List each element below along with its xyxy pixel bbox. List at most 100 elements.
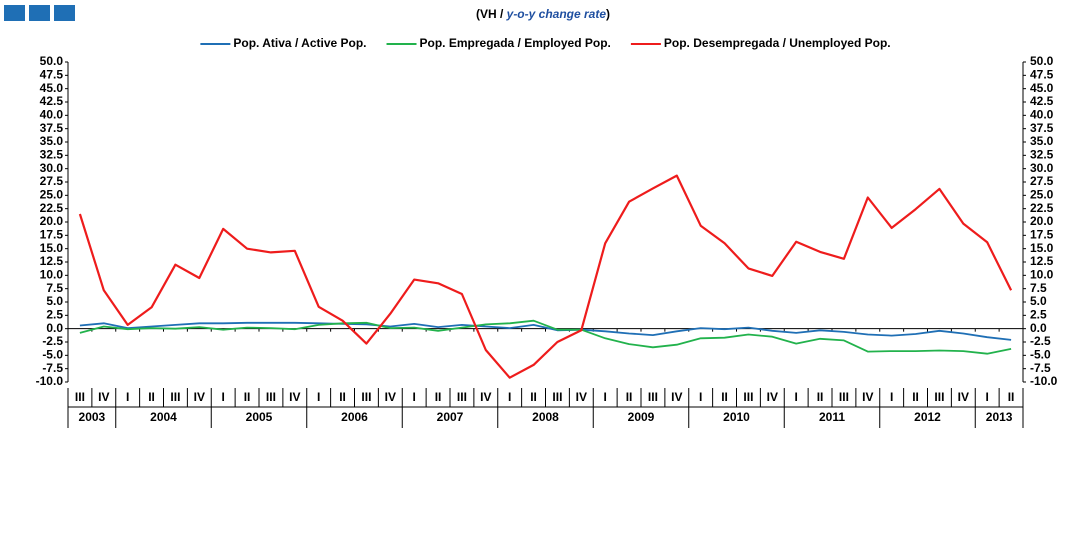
x-tick-label: II: [244, 390, 251, 404]
x-tick-label: III: [934, 390, 944, 404]
y-tick-label: 7.5: [46, 281, 63, 295]
x-tick-label: I: [795, 390, 798, 404]
x-year-label: 2006: [341, 410, 368, 424]
y-tick-label: 37.5: [40, 121, 64, 135]
x-tick-label: III: [743, 390, 753, 404]
x-tick-label: II: [817, 390, 824, 404]
y-tick-label: 12.5: [40, 254, 64, 268]
y-tick-label: 0.0: [46, 321, 63, 335]
y2-tick-label: 15.0: [1030, 241, 1054, 255]
x-year-label: 2009: [628, 410, 655, 424]
series-line: [78, 174, 1013, 379]
x-tick-label: II: [1008, 390, 1015, 404]
y2-tick-label: 22.5: [1030, 201, 1054, 215]
x-tick-label: I: [699, 390, 702, 404]
y-tick-label: 5.0: [46, 294, 63, 308]
y-tick-label: 17.5: [40, 228, 64, 242]
y2-tick-label: 17.5: [1030, 228, 1054, 242]
legend-label: Pop. Empregada / Employed Pop.: [420, 36, 611, 50]
y2-tick-label: 47.5: [1030, 68, 1054, 82]
x-year-label: 2010: [723, 410, 750, 424]
x-tick-label: IV: [671, 390, 682, 404]
y2-tick-label: -5.0: [1030, 348, 1051, 362]
y2-tick-label: 10.0: [1030, 268, 1054, 282]
y2-tick-label: 30.0: [1030, 161, 1054, 175]
x-tick-label: IV: [98, 390, 109, 404]
x-tick-label: III: [75, 390, 85, 404]
y2-tick-label: -7.5: [1030, 361, 1051, 375]
x-year-label: 2007: [437, 410, 464, 424]
x-year-label: 2008: [532, 410, 559, 424]
x-year-label: 2011: [819, 410, 845, 424]
x-tick-label: IV: [289, 390, 300, 404]
x-year-label: 2005: [246, 410, 273, 424]
y2-tick-label: 40.0: [1030, 108, 1054, 122]
x-year-label: 2004: [150, 410, 177, 424]
x-tick-label: III: [839, 390, 849, 404]
x-tick-label: IV: [480, 390, 491, 404]
x-tick-label: I: [222, 390, 225, 404]
x-tick-label: I: [508, 390, 511, 404]
x-tick-label: IV: [194, 390, 205, 404]
x-tick-label: III: [170, 390, 180, 404]
y2-tick-label: 42.5: [1030, 94, 1054, 108]
x-year-label: 2012: [914, 410, 941, 424]
y2-tick-label: 45.0: [1030, 81, 1054, 95]
y2-tick-label: 2.5: [1030, 308, 1047, 322]
x-tick-label: I: [126, 390, 129, 404]
y2-tick-label: 7.5: [1030, 281, 1047, 295]
x-tick-label: II: [530, 390, 537, 404]
logo: [4, 5, 75, 21]
y2-tick-label: 50.0: [1030, 54, 1054, 68]
y-tick-label: 50.0: [40, 54, 64, 68]
series-line: [79, 319, 1012, 355]
x-tick-label: II: [721, 390, 728, 404]
y2-tick-label: 12.5: [1030, 254, 1054, 268]
x-tick-label: II: [435, 390, 442, 404]
y-tick-label: -2.5: [42, 334, 63, 348]
y2-tick-label: -10.0: [1030, 374, 1058, 388]
x-tick-label: I: [986, 390, 989, 404]
x-tick-label: II: [912, 390, 919, 404]
y-tick-label: 32.5: [40, 148, 64, 162]
y2-tick-label: 25.0: [1030, 188, 1054, 202]
chart-subtitle: (VH / y-o-y change rate): [476, 7, 610, 21]
x-tick-label: II: [148, 390, 155, 404]
y2-tick-label: 37.5: [1030, 121, 1054, 135]
x-tick-label: III: [648, 390, 658, 404]
x-tick-label: III: [457, 390, 467, 404]
y-tick-label: -10.0: [36, 374, 64, 388]
series-line: [79, 321, 1012, 341]
legend-label: Pop. Desempregada / Unemployed Pop.: [664, 36, 891, 50]
x-tick-label: I: [413, 390, 416, 404]
y-tick-label: 25.0: [40, 188, 64, 202]
x-tick-label: III: [361, 390, 371, 404]
y-tick-label: 27.5: [40, 174, 64, 188]
x-tick-label: I: [890, 390, 893, 404]
y-tick-label: 20.0: [40, 214, 64, 228]
x-tick-label: III: [552, 390, 562, 404]
y-tick-label: 15.0: [40, 241, 64, 255]
x-tick-label: II: [626, 390, 633, 404]
x-tick-label: II: [339, 390, 346, 404]
y-tick-label: 2.5: [46, 308, 63, 322]
x-tick-label: IV: [576, 390, 587, 404]
y-tick-label: 47.5: [40, 68, 64, 82]
y2-tick-label: 20.0: [1030, 214, 1054, 228]
y2-tick-label: 5.0: [1030, 294, 1047, 308]
x-year-label: 2013: [986, 410, 1013, 424]
x-tick-label: IV: [862, 390, 873, 404]
y-tick-label: 22.5: [40, 201, 64, 215]
y2-tick-label: 27.5: [1030, 174, 1054, 188]
y2-tick-label: 32.5: [1030, 148, 1054, 162]
y-tick-label: 30.0: [40, 161, 64, 175]
y-tick-label: 35.0: [40, 134, 64, 148]
y-tick-label: 10.0: [40, 268, 64, 282]
x-tick-label: IV: [767, 390, 778, 404]
y-tick-label: 40.0: [40, 108, 64, 122]
y-tick-label: -5.0: [42, 348, 63, 362]
y2-tick-label: 0.0: [1030, 321, 1047, 335]
y2-tick-label: 35.0: [1030, 134, 1054, 148]
y-tick-label: 45.0: [40, 81, 64, 95]
y2-tick-label: -2.5: [1030, 334, 1051, 348]
